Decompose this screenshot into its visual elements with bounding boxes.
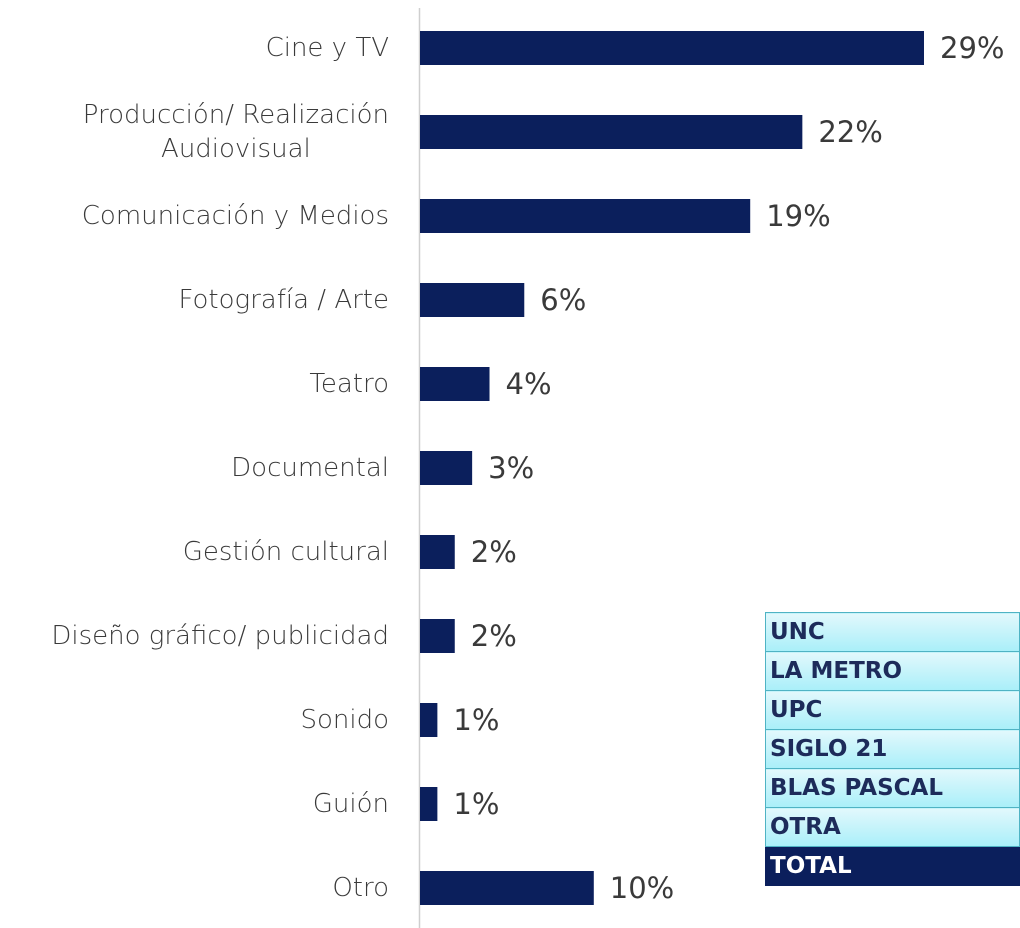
legend-cell: SIGLO 21: [765, 729, 1020, 769]
category-label: Fotografía / Arte: [178, 285, 389, 315]
category-label: Otro: [332, 873, 389, 903]
legend-cell: UNC: [765, 612, 1020, 652]
bar: [420, 535, 455, 569]
legend-cell: OTRA: [765, 807, 1020, 847]
value-label: 22%: [818, 115, 882, 149]
bar: [420, 31, 924, 65]
value-label: 2%: [471, 535, 517, 569]
legend-row: BLAS PASCAL: [765, 768, 1020, 808]
legend-row: LA METRO: [765, 651, 1020, 691]
bar: [420, 619, 455, 653]
category-label: Documental: [231, 453, 389, 483]
bar: [420, 115, 803, 149]
category-label: Producción/ Realización Audiovisual: [82, 100, 389, 164]
legend-row: OTRA: [765, 807, 1020, 847]
category-label: Sonido: [300, 705, 389, 735]
category-label: Diseño gráfico/ publicidad: [51, 621, 389, 651]
legend-row: TOTAL: [765, 846, 1020, 886]
legend-cell: UPC: [765, 690, 1020, 730]
value-label: 1%: [453, 703, 499, 737]
category-label: Teatro: [309, 369, 389, 399]
value-label: 6%: [540, 283, 586, 317]
bar: [420, 871, 594, 905]
bar: [420, 703, 438, 737]
legend-table: UNC LA METRO UPC SIGLO 21 BLAS PASCAL OTRA TOT…: [765, 612, 1020, 886]
legend-cell: BLAS PASCAL: [765, 768, 1020, 808]
value-label: 2%: [471, 619, 517, 653]
bar: [420, 367, 490, 401]
bar: [420, 199, 751, 233]
legend-row: UNC: [765, 612, 1020, 652]
legend-row: SIGLO 21: [765, 729, 1020, 769]
category-label: Gestión cultural: [182, 537, 389, 567]
category-label: Guión: [312, 789, 389, 819]
bar: [420, 787, 438, 821]
value-label: 10%: [610, 871, 674, 905]
category-label: Comunicación y Medios: [81, 201, 389, 231]
value-label: 1%: [453, 787, 499, 821]
bar: [420, 283, 525, 317]
legend-row: UPC: [765, 690, 1020, 730]
value-label: 19%: [766, 199, 830, 233]
value-label: 4%: [506, 367, 552, 401]
bar: [420, 451, 473, 485]
value-label: 3%: [488, 451, 534, 485]
value-label: 29%: [940, 31, 1004, 65]
category-label: Cine y TV: [265, 33, 389, 63]
legend-cell: TOTAL: [765, 846, 1020, 886]
legend-cell: LA METRO: [765, 651, 1020, 691]
